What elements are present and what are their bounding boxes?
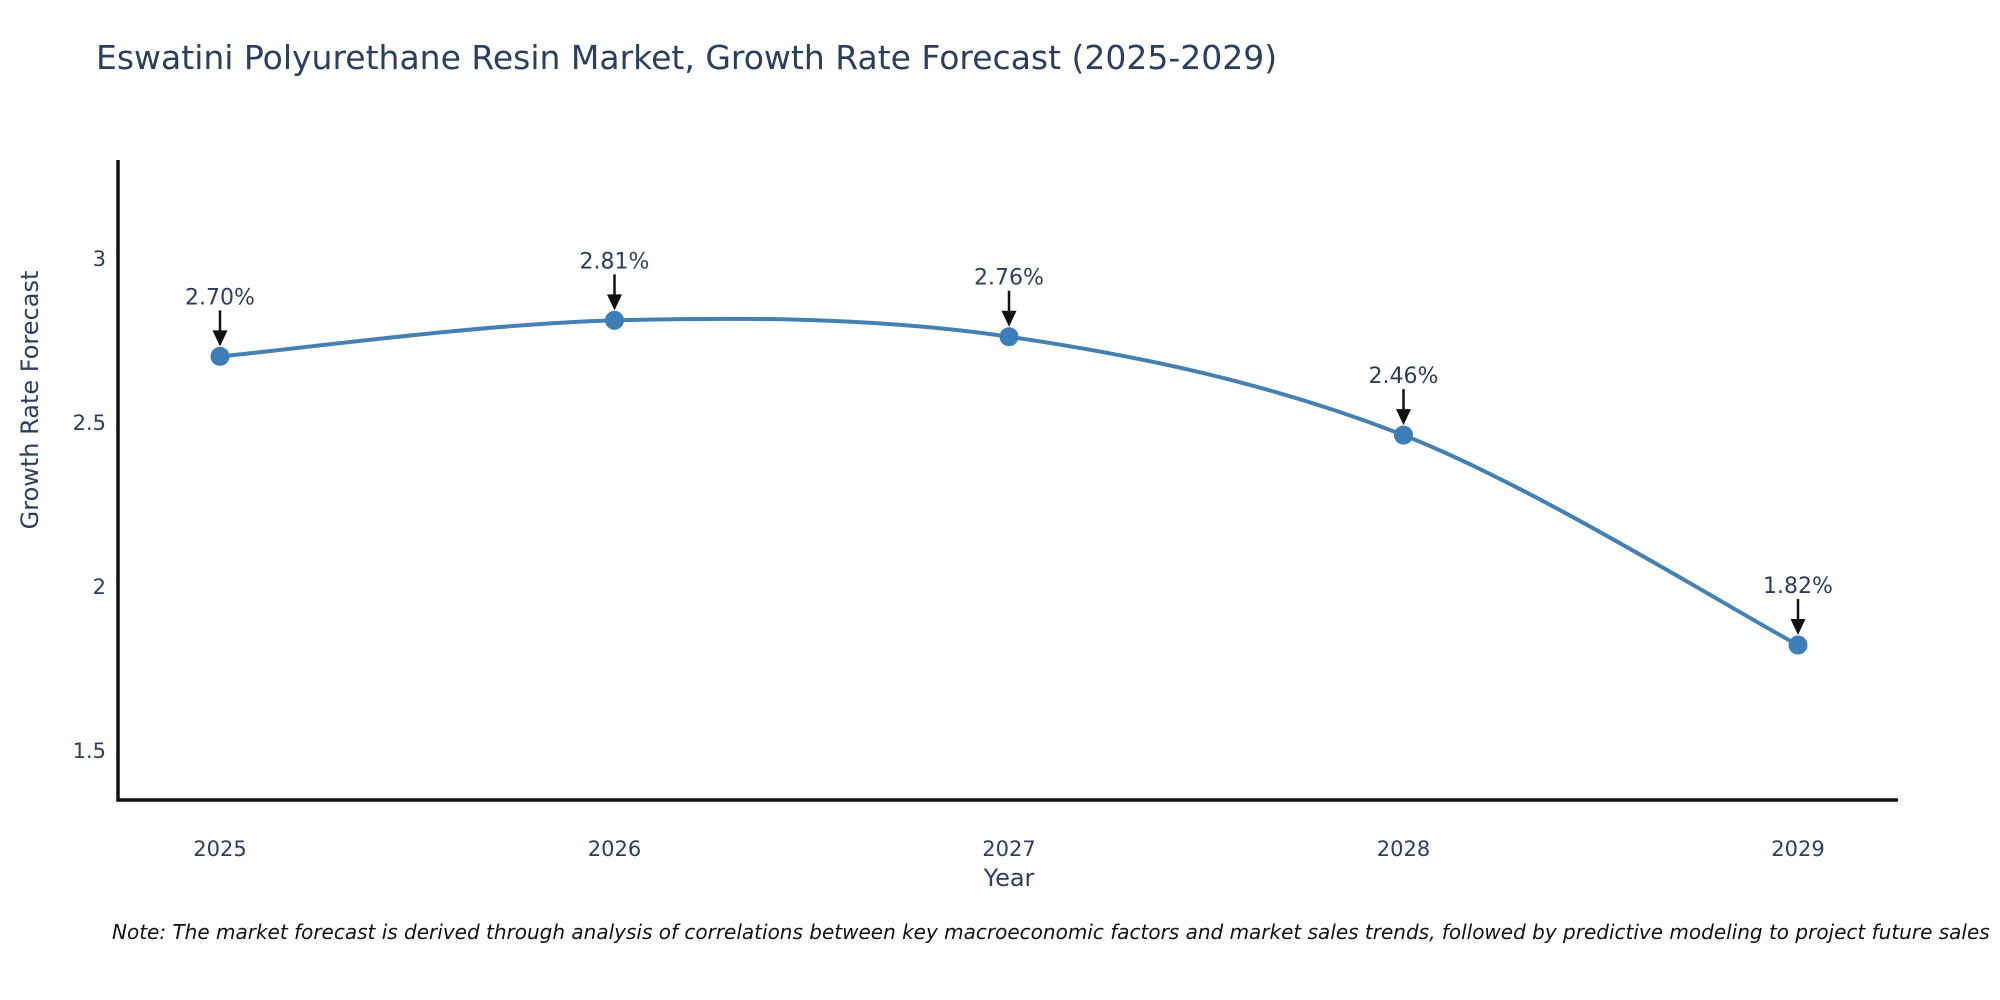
x-axis-title: Year [983,864,1035,892]
data-point-marker [210,346,230,366]
data-point-marker [605,310,624,330]
y-axis-title: Growth Rate Forecast [16,271,44,530]
annotation-arrowhead-icon [212,330,228,347]
data-point-label: 2.70% [185,285,255,310]
data-point-label: 2.46% [1369,364,1439,389]
data-point-marker [1788,635,1808,655]
y-tick-label: 2 [93,575,106,599]
annotation-arrowhead-icon [1396,409,1411,426]
x-tick-label: 2028 [1377,837,1430,861]
annotation-arrowhead-icon [1790,619,1806,636]
annotation-arrowhead-icon [1001,310,1017,327]
data-point-label: 2.81% [580,249,650,274]
data-point-label: 1.82% [1763,574,1833,599]
x-tick-label: 2029 [1771,837,1824,861]
chart-title: Eswatini Polyurethane Resin Market, Grow… [96,38,1278,77]
axis-spines [116,160,1898,802]
x-tick-label: 2027 [982,837,1035,861]
y-tick-label: 2.5 [73,411,106,435]
y-tick-label: 3 [93,247,106,271]
data-point-label: 2.76% [974,266,1044,291]
y-tick-label: 1.5 [73,739,106,763]
footnote: Note: The market forecast is derived thr… [112,920,1990,944]
annotation-arrowhead-icon [607,294,622,311]
x-tick-label: 2026 [588,837,641,861]
forecast-line [218,316,1800,648]
data-point-marker [1394,425,1413,445]
x-tick-label: 2025 [193,837,246,861]
data-point-marker [999,327,1019,347]
